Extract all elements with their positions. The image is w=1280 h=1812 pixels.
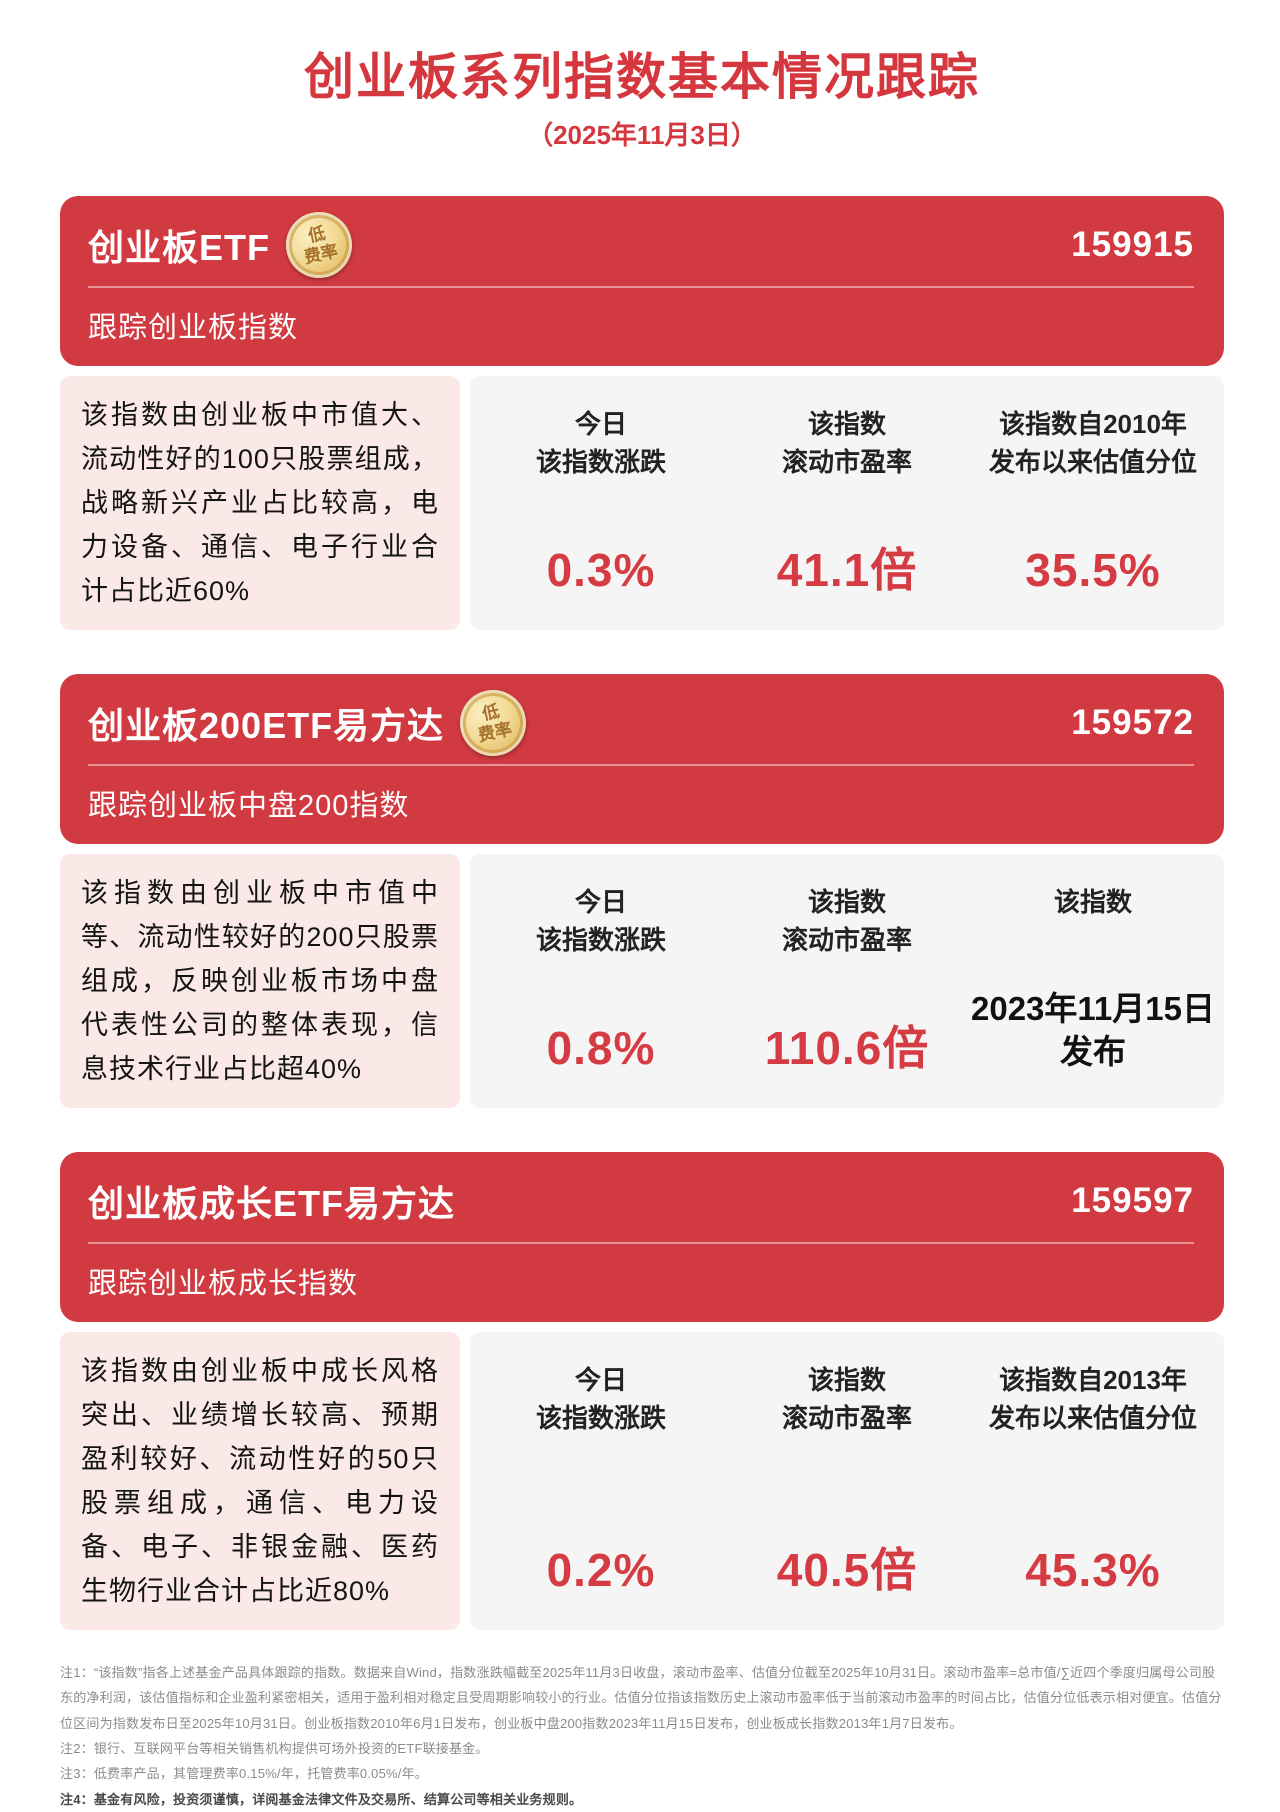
stat-daily-change: 今日 该指数涨跌 0.8%: [478, 884, 724, 1074]
stat-value: 41.1倍: [776, 544, 918, 597]
card-header-row: 创业板ETF 低 费率 159915: [88, 205, 1194, 285]
stat-valuation-percentile: 该指数自2010年 发布以来估值分位 35.5%: [970, 406, 1216, 596]
stat-value: 45.3%: [1025, 1544, 1161, 1597]
footnote-4: 注4：基金有风险，投资须谨慎，详阅基金法律文件及交易所、结算公司等相关业务规则。: [60, 1791, 583, 1807]
stat-launch-date: 该指数 2023年11月15日 发布: [970, 884, 1216, 1074]
stat-valuation-percentile: 该指数自2013年 发布以来估值分位 45.3%: [970, 1362, 1216, 1596]
fund-name: 创业板ETF: [88, 227, 270, 268]
page-title: 创业板系列指数基本情况跟踪: [304, 49, 980, 105]
card-header: 创业板成长ETF易方达 159597 跟踪创业板成长指数: [60, 1152, 1224, 1322]
stat-label: 该指数 滚动市盈率: [781, 1365, 912, 1433]
footnote-3: 注3：低费率产品，其管理费率0.15%/年，托管费率0.05%/年。: [60, 1766, 428, 1782]
index-description: 该指数由创业板中市值大、流动性好的100只股票组成，战略新兴产业占比较高，电力设…: [60, 376, 460, 630]
stat-daily-change: 今日 该指数涨跌 0.2%: [478, 1362, 724, 1596]
low-fee-badge-icon: 低 费率: [453, 683, 533, 763]
card-header: 创业板200ETF易方达 低 费率 159572 跟踪创业板中盘200指数: [60, 674, 1224, 844]
card-header: 创业板ETF 低 费率 159915 跟踪创业板指数: [60, 196, 1224, 366]
stat-label: 该指数自2013年 发布以来估值分位: [988, 1365, 1197, 1433]
page-header: 创业板系列指数基本情况跟踪 （2025年11月3日）: [60, 50, 1224, 152]
stat-label: 今日 该指数涨跌: [535, 887, 666, 955]
footnote-2: 注2：银行、互联网平台等相关销售机构提供可场外投资的ETF联接基金。: [60, 1741, 489, 1757]
stats-panel: 今日 该指数涨跌 0.8% 该指数 滚动市盈率 110.6倍: [470, 854, 1224, 1108]
header-divider: [88, 1242, 1194, 1244]
stat-label: 该指数 滚动市盈率: [781, 887, 912, 955]
fund-code: 159572: [1071, 703, 1194, 742]
stat-value: 2023年11月15日 发布: [970, 990, 1215, 1071]
low-fee-badge-icon: 低 费率: [279, 205, 359, 285]
fund-card-chinext-growth-etf: 创业板成长ETF易方达 159597 跟踪创业板成长指数 该指数由创业板中成长风…: [60, 1152, 1224, 1630]
card-body: 该指数由创业板中市值中等、流动性较好的200只股票组成，反映创业板市场中盘代表性…: [60, 854, 1224, 1108]
stat-value: 35.5%: [1025, 544, 1161, 597]
index-description: 该指数由创业板中成长风格突出、业绩增长较高、预期盈利较好、流动性好的50只股票组…: [60, 1332, 460, 1630]
fund-code: 159915: [1071, 225, 1194, 264]
card-header-row: 创业板成长ETF易方达 159597: [88, 1168, 1194, 1234]
infographic-page: 创业板系列指数基本情况跟踪 （2025年11月3日） 创业板ETF 低 费率 1…: [60, 50, 1224, 1807]
card-body: 该指数由创业板中成长风格突出、业绩增长较高、预期盈利较好、流动性好的50只股票组…: [60, 1332, 1224, 1630]
stat-label: 该指数自2010年 发布以来估值分位: [988, 409, 1197, 477]
stat-label: 该指数 滚动市盈率: [781, 409, 912, 477]
stat-daily-change: 今日 该指数涨跌 0.3%: [478, 406, 724, 596]
footnotes: 注1：“该指数”指各上述基金产品具体跟踪的指数。数据来自Wind，指数涨跌幅截至…: [60, 1660, 1224, 1812]
badge-text-line2: 费率: [476, 719, 514, 746]
stat-value: 110.6倍: [764, 1022, 930, 1075]
fund-card-chinext-200-etf: 创业板200ETF易方达 低 费率 159572 跟踪创业板中盘200指数 该指…: [60, 674, 1224, 1108]
card-header-row: 创业板200ETF易方达 低 费率 159572: [88, 683, 1194, 763]
stat-value: 40.5倍: [776, 1544, 918, 1597]
fund-name: 创业板成长ETF易方达: [88, 1183, 455, 1224]
header-divider: [88, 286, 1194, 288]
stat-label: 今日 该指数涨跌: [535, 1365, 666, 1433]
fund-card-chinext-etf: 创业板ETF 低 费率 159915 跟踪创业板指数 该指数由创业板中市值大、流…: [60, 196, 1224, 630]
index-description: 该指数由创业板中市值中等、流动性较好的200只股票组成，反映创业板市场中盘代表性…: [60, 854, 460, 1108]
header-divider: [88, 764, 1194, 766]
stat-value: 0.3%: [546, 544, 656, 597]
card-body: 该指数由创业板中市值大、流动性好的100只股票组成，战略新兴产业占比较高，电力设…: [60, 376, 1224, 630]
fund-track-subtitle: 跟踪创业板指数: [88, 312, 299, 344]
stats-panel: 今日 该指数涨跌 0.3% 该指数 滚动市盈率 41.1倍: [470, 376, 1224, 630]
stat-label: 该指数: [1053, 887, 1132, 917]
stat-pe-ratio: 该指数 滚动市盈率 40.5倍: [724, 1362, 970, 1596]
stats-panel: 今日 该指数涨跌 0.2% 该指数 滚动市盈率 40.5倍: [470, 1332, 1224, 1630]
stat-value: 0.2%: [546, 1544, 656, 1597]
stat-pe-ratio: 该指数 滚动市盈率 110.6倍: [724, 884, 970, 1074]
fund-name: 创业板200ETF易方达: [88, 705, 445, 746]
badge-text-line2: 费率: [302, 241, 340, 268]
fund-track-subtitle: 跟踪创业板中盘200指数: [88, 790, 410, 822]
footnote-1: 注1：“该指数”指各上述基金产品具体跟踪的指数。数据来自Wind，指数涨跌幅截至…: [60, 1665, 1222, 1731]
stat-label: 今日 该指数涨跌: [535, 409, 666, 477]
stat-pe-ratio: 该指数 滚动市盈率 41.1倍: [724, 406, 970, 596]
fund-code: 159597: [1071, 1181, 1194, 1220]
page-date: （2025年11月3日）: [527, 120, 757, 150]
stat-value: 0.8%: [546, 1022, 656, 1075]
fund-track-subtitle: 跟踪创业板成长指数: [88, 1268, 359, 1300]
